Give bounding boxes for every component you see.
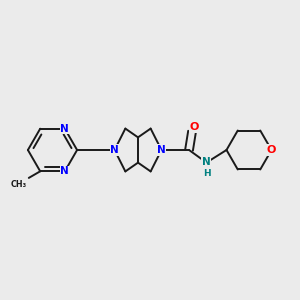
Text: N: N: [60, 124, 69, 134]
Text: N: N: [110, 145, 119, 155]
Text: N: N: [60, 166, 69, 176]
Text: H: H: [203, 169, 211, 178]
Text: N: N: [202, 157, 211, 167]
Text: O: O: [189, 122, 199, 132]
Text: CH₃: CH₃: [11, 180, 27, 189]
Text: O: O: [267, 145, 276, 155]
Text: N: N: [157, 145, 166, 155]
